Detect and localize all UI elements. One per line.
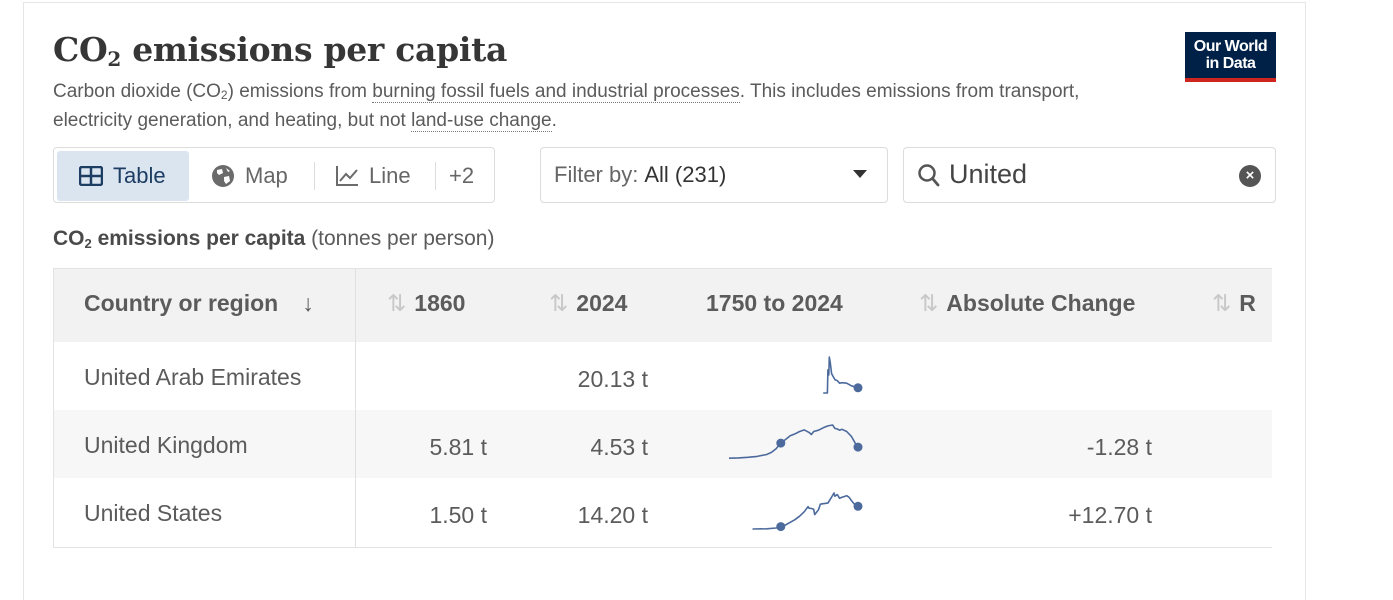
sort-icon: ⇅ (1212, 290, 1232, 316)
country-cell: United Kingdom (84, 432, 248, 458)
sort-icon: ⇅ (919, 290, 939, 316)
column-header-relative-change[interactable]: ⇅ R (1212, 290, 1256, 316)
absolute-change-cell: +12.70 t (1068, 502, 1152, 528)
sparkline-point (776, 438, 786, 448)
sparkline-series (728, 424, 859, 459)
chevron-down-icon (853, 170, 867, 178)
sparkline-uk (728, 424, 863, 459)
chart-title: CO2 emissions per capita (53, 30, 508, 71)
tab-table[interactable]: Table (57, 151, 189, 201)
sparkline-point (853, 442, 863, 452)
search-input[interactable]: United (949, 159, 1028, 189)
column-header-1860[interactable]: ⇅ 1860 (387, 290, 466, 316)
data-table: Country or region ↓ ⇅ 1860 ⇅ 2024 1750 to 2… (53, 268, 1272, 548)
value-1860-cell: 1.50 t (429, 502, 487, 528)
table-icon (79, 166, 103, 186)
chart-subtitle: Carbon dioxide (CO2) emissions from burn… (53, 81, 1080, 132)
value-2024-cell: 4.53 t (590, 434, 648, 460)
tab-line[interactable]: Line (335, 151, 411, 201)
column-header-absolute-change[interactable]: ⇅ Absolute Change (919, 290, 1136, 316)
column-header-country[interactable]: Country or region ↓ (84, 290, 314, 316)
table-header (54, 269, 1272, 342)
column-divider (355, 269, 356, 547)
sparkline-point (853, 383, 863, 393)
filter-value: All (231) (644, 162, 727, 187)
tab-more[interactable]: +2 (449, 163, 475, 188)
sparkline-point (853, 501, 863, 511)
value-1860-cell: 5.81 t (429, 434, 487, 460)
country-cell: United States (84, 500, 223, 526)
globe-icon (211, 164, 235, 188)
filter-label: Filter by: (554, 162, 639, 187)
absolute-change-cell: -1.28 t (1086, 434, 1152, 460)
value-2024-cell: 20.13 t (577, 366, 648, 392)
table-caption: CO2 emissions per capita (tonnes per per… (53, 227, 495, 251)
sort-icon: ⇅ (549, 290, 569, 316)
clear-search-icon[interactable]: × (1239, 165, 1261, 187)
country-cell: United Arab Emirates (84, 364, 302, 390)
land-use-change-link[interactable]: land-use change (411, 110, 552, 132)
sparkline-series (752, 492, 858, 530)
sort-icon: ⇅ (387, 290, 407, 316)
search-box[interactable]: United × (903, 147, 1276, 203)
tab-divider (435, 162, 436, 190)
tab-divider (314, 162, 315, 190)
line-chart-icon (335, 165, 359, 187)
sparkline-point (776, 522, 786, 532)
sparkline-us (752, 492, 863, 532)
column-header-sparkline: 1750 to 2024 (706, 290, 843, 316)
owid-logo[interactable]: Our World in Data (1185, 32, 1276, 82)
sparkline-uae (823, 356, 863, 394)
tab-map[interactable]: Map (211, 151, 288, 201)
sort-down-icon: ↓ (302, 290, 314, 316)
view-tabs: Table Map Line +2 (53, 147, 495, 203)
value-2024-cell: 14.20 t (577, 502, 648, 528)
table-row (54, 410, 1272, 478)
sparkline-series (823, 356, 859, 394)
column-header-2024[interactable]: ⇅ 2024 (549, 290, 628, 316)
search-icon (918, 164, 940, 193)
fossil-fuels-link[interactable]: burning fossil fuels and industrial proc… (372, 81, 740, 103)
filter-dropdown[interactable]: Filter by: All (231) (540, 147, 888, 203)
